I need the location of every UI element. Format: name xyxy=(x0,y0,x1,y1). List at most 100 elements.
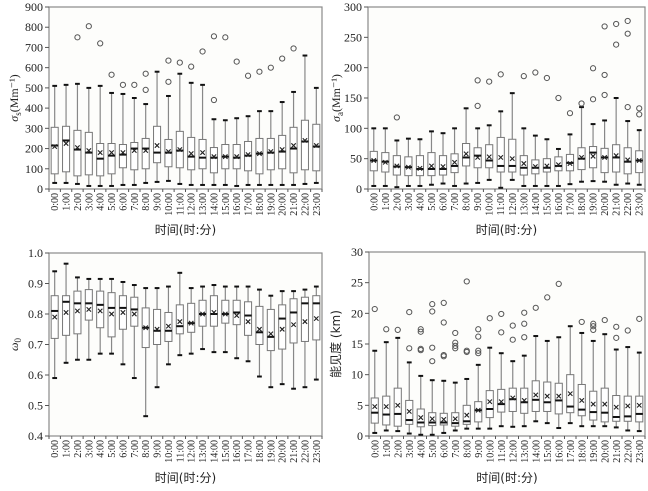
x-tick-label: 0:00 xyxy=(370,440,381,458)
box-14-00 xyxy=(531,304,540,423)
box-iqr xyxy=(600,147,609,174)
box-iqr xyxy=(96,290,105,329)
mean-marker xyxy=(405,164,411,170)
outlier-point xyxy=(176,59,183,66)
x-tick-label: 10:00 xyxy=(164,440,175,463)
outlier-point xyxy=(521,334,528,341)
x-tick-label: 17:00 xyxy=(244,440,255,463)
y-tick-label: 0.7 xyxy=(28,338,43,352)
outlier-point xyxy=(244,72,252,79)
mean-marker xyxy=(86,306,92,313)
box-7-00 xyxy=(130,81,139,186)
x-axis-title: 时间(时:分) xyxy=(476,471,537,485)
outlier-point xyxy=(543,74,550,82)
mean-marker xyxy=(532,163,538,170)
outlier-point xyxy=(624,30,631,37)
mean-marker xyxy=(418,415,424,421)
outlier-point xyxy=(486,78,493,85)
y-tick-label: 5 xyxy=(357,398,363,412)
x-tick-label: 20:00 xyxy=(600,440,611,463)
mean-marker xyxy=(279,146,285,153)
plot-area xyxy=(48,252,323,437)
box-21-00 xyxy=(612,20,621,186)
mean-marker xyxy=(290,142,297,149)
mean-marker xyxy=(108,150,115,156)
box-5-00 xyxy=(427,130,436,186)
box-14-00 xyxy=(209,284,218,354)
mean-marker xyxy=(211,309,217,316)
box-12-00 xyxy=(508,322,517,428)
x-tick-label: 1:00 xyxy=(381,193,392,211)
chart-panel-absorption: 0 50 100 150 200 250 300 0:00 1:00 2:00 3:00 4:00 5:… xyxy=(329,0,646,237)
box-iqr xyxy=(289,126,298,174)
mean-marker xyxy=(625,403,631,409)
mean-marker xyxy=(406,408,412,415)
box-0-00 xyxy=(369,127,378,187)
x-tick-label: 2:00 xyxy=(393,440,404,458)
y-tick-label: 0.5 xyxy=(28,399,43,413)
mean-marker xyxy=(245,152,251,158)
outlier-point xyxy=(532,69,539,76)
box-18-00 xyxy=(255,68,264,186)
y-tick-label: 300 xyxy=(25,121,43,135)
outlier-point xyxy=(566,110,574,117)
mean-marker xyxy=(567,391,573,397)
box-15-00 xyxy=(543,294,552,425)
x-tick-label: 5:00 xyxy=(428,440,439,458)
mean-marker xyxy=(429,416,435,422)
outlier-point xyxy=(613,20,620,28)
mean-marker xyxy=(383,403,389,410)
mean-marker xyxy=(475,407,481,413)
box-5-00 xyxy=(428,301,437,436)
outlier-point xyxy=(406,345,413,352)
x-tick-label: 3:00 xyxy=(404,193,415,211)
x-tick-label: 18:00 xyxy=(577,440,588,463)
y-tick-label: 20 xyxy=(351,306,363,320)
box-3-00 xyxy=(404,137,413,187)
outlier-point xyxy=(590,323,597,330)
x-tick-label: 7:00 xyxy=(451,440,462,458)
x-tick-label: 19:00 xyxy=(589,440,600,463)
box-21-00 xyxy=(612,323,621,429)
box-22-00 xyxy=(623,327,632,432)
box-8-00 xyxy=(462,107,471,185)
mean-marker xyxy=(498,399,504,405)
box-15-00 xyxy=(221,285,230,354)
mean-marker xyxy=(394,163,400,169)
box-3-00 xyxy=(405,309,414,435)
x-tick-label: 21:00 xyxy=(289,193,300,216)
outlier-point xyxy=(463,347,470,354)
x-axis-title: 时间(时:分) xyxy=(476,223,537,237)
x-tick-label: 2:00 xyxy=(392,193,403,211)
box-2-00 xyxy=(393,326,402,433)
box-17-00 xyxy=(244,285,253,363)
outlier-point xyxy=(393,114,400,121)
x-tick-label: 16:00 xyxy=(232,193,243,216)
mean-marker xyxy=(188,320,194,326)
mean-marker xyxy=(567,160,573,167)
outlier-point xyxy=(601,23,608,30)
mean-marker xyxy=(486,154,492,160)
mean-marker xyxy=(417,165,423,171)
x-tick-label: 20:00 xyxy=(600,193,611,216)
mean-marker xyxy=(120,150,126,156)
outlier-point xyxy=(199,48,206,55)
box-13-00 xyxy=(520,309,529,428)
outlier-point xyxy=(589,96,597,103)
x-tick-label: 20:00 xyxy=(278,193,289,216)
chart-panel-visibility: 0 5 10 15 20 25 30 0:00 1:00 2:00 3:00 4:00 5:00 6:00… xyxy=(328,245,646,485)
x-tick-label: 15:00 xyxy=(542,193,553,216)
box-iqr xyxy=(266,308,275,352)
outlier-point xyxy=(601,91,608,99)
box-iqr xyxy=(107,143,116,175)
box-iqr xyxy=(588,146,598,169)
y-tick-label: 150 xyxy=(344,91,362,105)
outlier-point xyxy=(590,320,597,327)
box-12-00 xyxy=(187,287,196,355)
mean-marker xyxy=(313,315,319,322)
x-tick-label: 17:00 xyxy=(566,440,577,463)
y-tick-label: 400 xyxy=(25,101,43,115)
mean-marker xyxy=(382,159,388,165)
x-tick-label: 4:00 xyxy=(416,440,427,458)
outlier-point xyxy=(624,17,631,25)
